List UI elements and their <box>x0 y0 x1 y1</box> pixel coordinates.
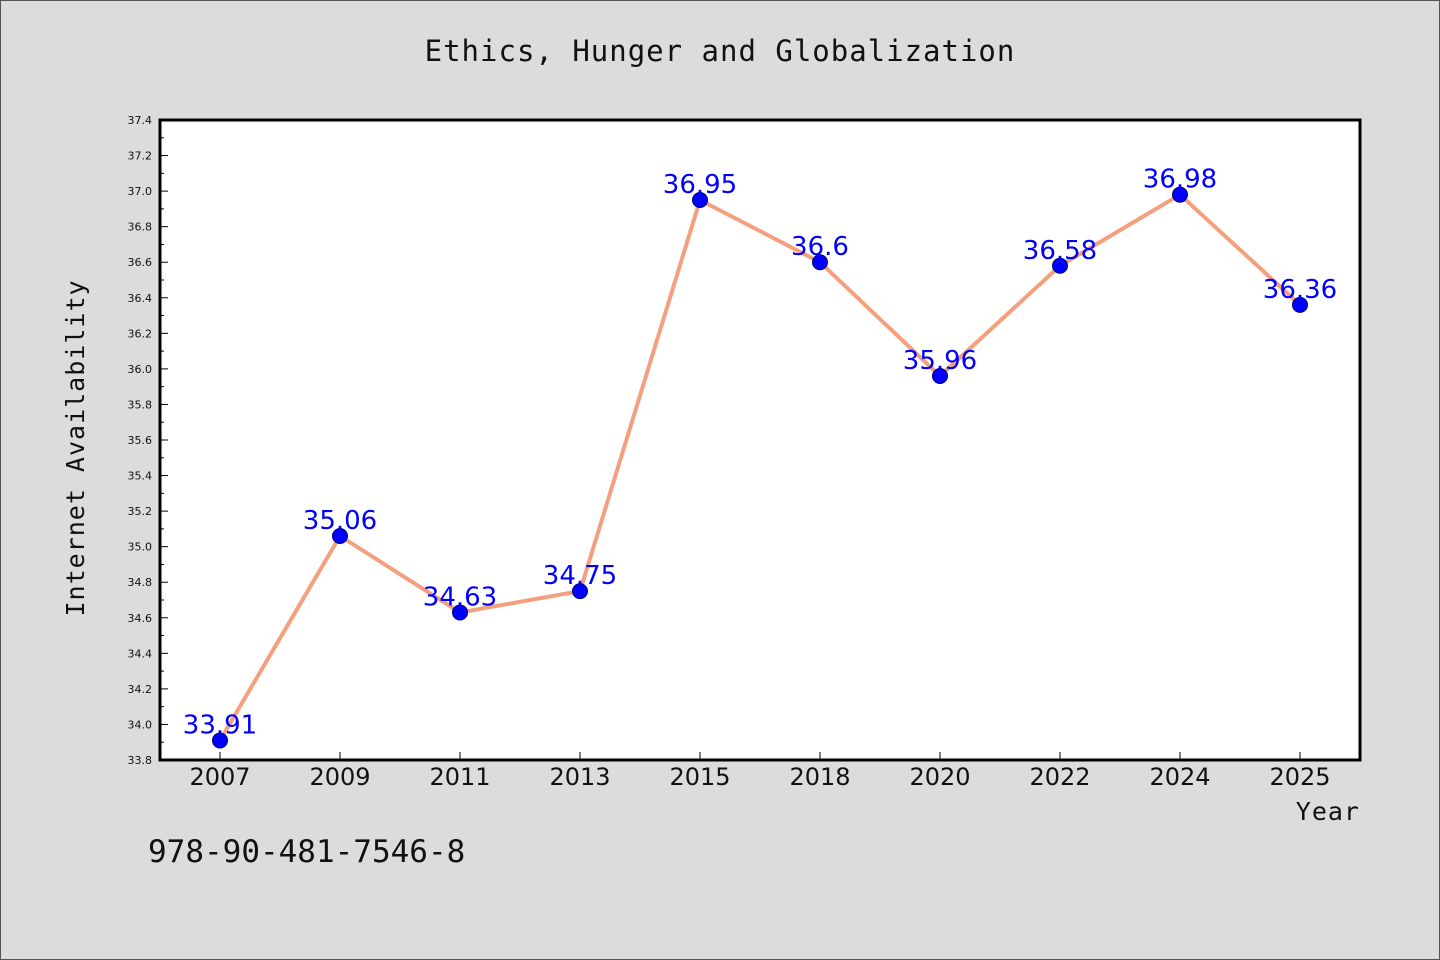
x-tick-label: 2018 <box>789 763 850 791</box>
data-label: 35.06 <box>303 506 377 536</box>
data-label: 35.96 <box>903 346 977 376</box>
chart-title: Ethics, Hunger and Globalization <box>424 34 1016 68</box>
y-tick-label: 34.0 <box>128 718 153 731</box>
y-tick-label: 34.6 <box>128 612 153 625</box>
data-label: 36.6 <box>791 232 849 262</box>
data-label: 36.98 <box>1143 165 1217 195</box>
x-tick-label: 2024 <box>1149 763 1210 791</box>
x-tick-label: 2022 <box>1029 763 1090 791</box>
y-tick-label: 33.8 <box>128 754 153 767</box>
data-label: 36.58 <box>1023 236 1097 266</box>
x-tick-label: 2013 <box>549 763 610 791</box>
data-point <box>932 368 948 384</box>
y-tick-label: 37.4 <box>128 114 153 127</box>
y-tick-label: 35.6 <box>128 434 153 447</box>
data-point <box>212 732 228 749</box>
y-tick-label: 36.6 <box>128 256 153 269</box>
y-tick-label: 34.2 <box>128 683 153 696</box>
data-point <box>1292 296 1308 313</box>
x-tick-label: 2015 <box>669 763 730 791</box>
y-tick-label: 36.4 <box>128 292 153 305</box>
data-label: 34.63 <box>423 582 497 612</box>
data-point <box>692 192 708 208</box>
data-labels: 33.91 35.06 34.63 34.75 36.95 36.6 35.96 36.58 3… <box>183 165 1337 741</box>
y-tick-label: 34.4 <box>128 647 153 660</box>
data-point <box>1052 257 1068 274</box>
y-tick-label: 36.2 <box>128 327 153 340</box>
data-label: 34.75 <box>543 561 617 591</box>
data-point <box>812 254 828 271</box>
y-tick-label: 36.8 <box>128 221 153 234</box>
y-tick-label: 35.2 <box>128 505 153 518</box>
data-point <box>572 583 588 600</box>
y-tick-label: 37.0 <box>128 185 153 198</box>
data-markers <box>212 186 1308 749</box>
x-axis-title: Year <box>1296 797 1360 826</box>
x-tick-label: 2020 <box>909 763 970 791</box>
x-tick-label: 2011 <box>429 763 490 791</box>
data-label: 36.36 <box>1263 275 1337 305</box>
data-point <box>332 528 348 544</box>
x-tick-label: 2025 <box>1269 763 1330 791</box>
y-tick-label: 35.4 <box>128 470 153 483</box>
series-line <box>218 192 1302 742</box>
y-tick-label: 37.2 <box>128 150 153 163</box>
data-point <box>452 604 468 621</box>
data-label: 36.95 <box>663 170 737 200</box>
isbn-text: 978-90-481-7546-8 <box>148 834 466 870</box>
x-tick-label: 2009 <box>309 763 370 791</box>
data-label: 33.91 <box>183 710 257 740</box>
data-point <box>1172 186 1188 203</box>
y-tick-label: 35.0 <box>128 541 153 554</box>
x-axis: 2007 2009 2011 2013 2015 2018 2020 2022 2024 2025 <box>189 752 1331 791</box>
y-axis-title: Internet Availability <box>61 279 90 616</box>
y-axis: 33.8 34.0 34.2 34.4 34.6 34.8 35.0 35.2 35.4 35.6… <box>128 114 168 767</box>
y-tick-label: 35.8 <box>128 398 153 411</box>
y-tick-label: 36.0 <box>128 363 153 376</box>
x-tick-label: 2007 <box>189 763 250 791</box>
y-tick-label: 34.8 <box>128 576 153 589</box>
plot-area <box>158 118 1362 762</box>
